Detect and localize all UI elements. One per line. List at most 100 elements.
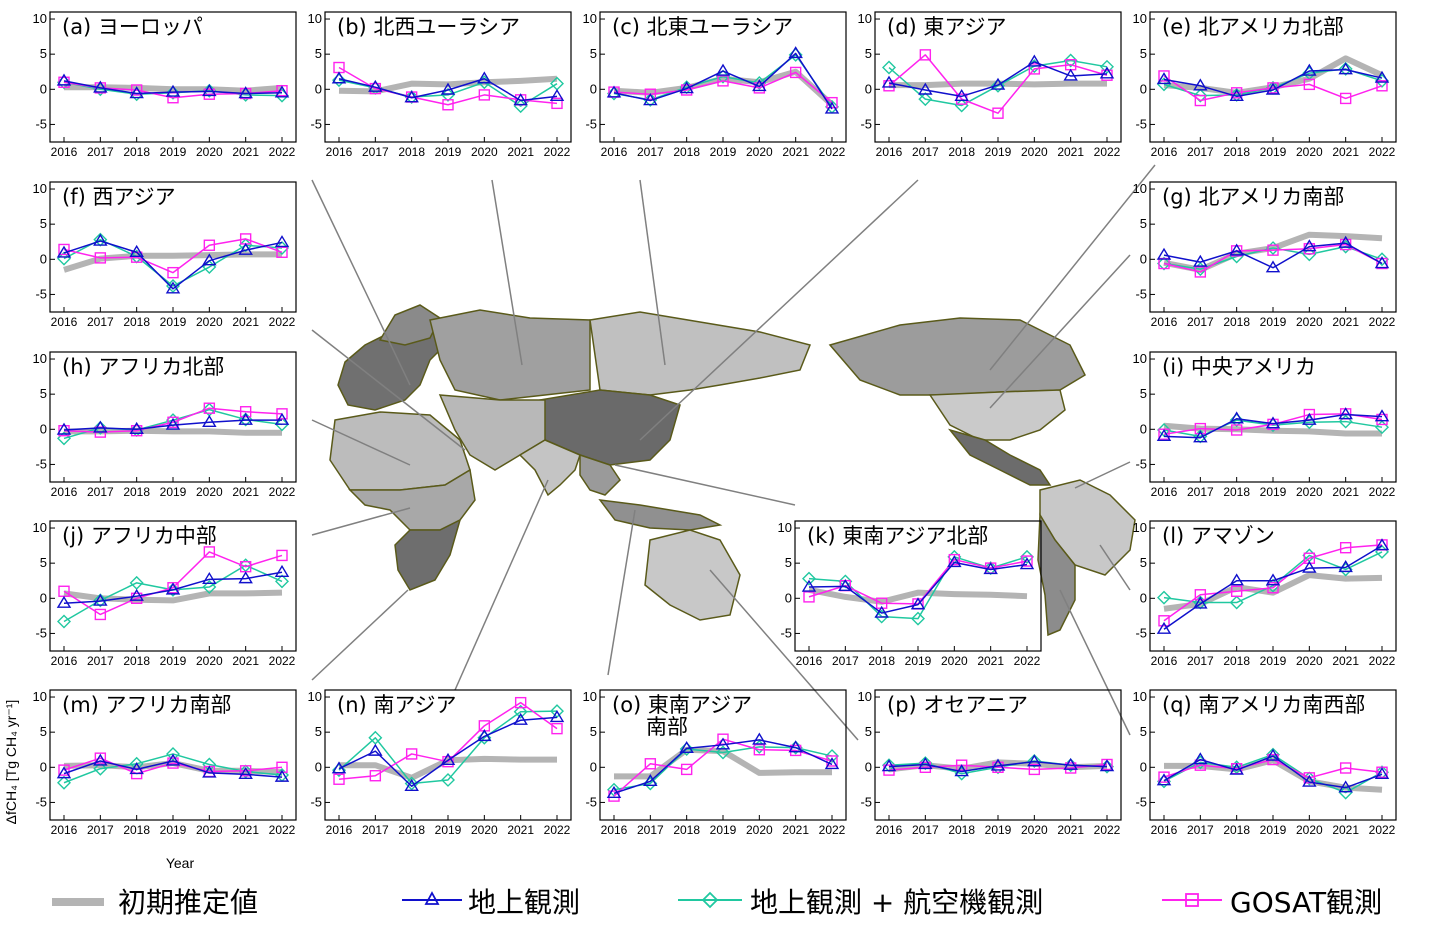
panel-title: (n) 南アジア bbox=[337, 693, 457, 717]
y-tick-label: 0 bbox=[40, 759, 47, 774]
leader-line-f bbox=[311, 329, 466, 451]
point-gosat bbox=[167, 416, 179, 428]
x-tick-label: 2022 bbox=[1094, 823, 1121, 837]
point-gosat bbox=[369, 770, 382, 782]
point-ground bbox=[440, 82, 456, 95]
point-ground-air bbox=[1338, 414, 1353, 429]
point-ground bbox=[165, 84, 181, 97]
point-gosat bbox=[1339, 762, 1352, 774]
point-ground bbox=[679, 740, 694, 754]
point-ground bbox=[788, 740, 803, 753]
point-ground-air bbox=[93, 593, 108, 608]
y-tick-label: 10 bbox=[1133, 11, 1147, 26]
x-tick-label: 2016 bbox=[326, 823, 353, 837]
panel-title: (e) 北アメリカ北部 bbox=[1162, 15, 1344, 39]
y-tick-label: 0 bbox=[40, 421, 47, 436]
x-tick-label: 2019 bbox=[160, 485, 187, 499]
x-tick-label: 2016 bbox=[51, 485, 78, 499]
point-ground bbox=[983, 562, 998, 575]
x-tick-label: 2022 bbox=[544, 823, 571, 837]
y-tick-label: 10 bbox=[33, 689, 47, 704]
x-tick-label: 2020 bbox=[196, 823, 223, 837]
x-tick-label: 2020 bbox=[1296, 485, 1323, 499]
point-gosat bbox=[826, 755, 838, 767]
y-tick-label: 5 bbox=[315, 46, 322, 61]
point-ground bbox=[1193, 430, 1208, 443]
y-tick-label: 5 bbox=[865, 724, 872, 739]
point-ground-air bbox=[1157, 774, 1171, 789]
y-tick-label: 0 bbox=[590, 81, 597, 96]
point-gosat bbox=[478, 89, 491, 101]
leader-line-n bbox=[454, 479, 549, 691]
x-tick-label: 2017 bbox=[637, 823, 664, 837]
point-gosat bbox=[1194, 589, 1207, 601]
leader-line-e bbox=[989, 164, 1156, 371]
point-gosat bbox=[644, 758, 657, 770]
point-ground-air bbox=[550, 704, 564, 719]
leader-line-m bbox=[311, 589, 409, 681]
panel-k: -5 0 5 10 2016 2017 2018 2019 2020 2021 2022 (k) 東南… bbox=[778, 520, 1042, 668]
point-ground-air bbox=[166, 85, 180, 100]
point-ground bbox=[202, 253, 217, 266]
point-gosat bbox=[1230, 87, 1243, 99]
x-tick-label: 2017 bbox=[1187, 654, 1214, 668]
panel-title: (l) アマゾン bbox=[1162, 524, 1275, 548]
point-ground-air bbox=[1100, 59, 1114, 74]
point-gosat bbox=[753, 744, 766, 756]
x-tick-label: 2018 bbox=[948, 145, 975, 159]
y-tick-label: 5 bbox=[40, 216, 47, 231]
point-ground-air bbox=[838, 574, 853, 589]
x-tick-label: 2020 bbox=[196, 485, 223, 499]
point-ground-air bbox=[57, 431, 71, 446]
x-tick-label: 2016 bbox=[796, 654, 823, 668]
x-tick-label: 2021 bbox=[232, 823, 259, 837]
map-region-africa-south bbox=[394, 518, 462, 591]
point-ground-air bbox=[1157, 77, 1171, 92]
panel-b: -5 0 5 10 2016 2017 2018 2019 2020 2021 2022 (b) 北西… bbox=[308, 11, 572, 159]
point-ground bbox=[368, 743, 383, 756]
series-line-ground bbox=[63, 419, 282, 431]
series-line-gosat bbox=[888, 54, 1108, 114]
y-tick-label: -5 bbox=[585, 116, 597, 131]
y-tick-label: 10 bbox=[33, 520, 47, 535]
point-gosat bbox=[167, 266, 179, 279]
point-ground bbox=[404, 90, 419, 103]
point-ground bbox=[874, 605, 889, 618]
x-tick-label: 2022 bbox=[819, 145, 846, 159]
point-ground bbox=[93, 233, 108, 246]
point-ground-air bbox=[166, 582, 180, 597]
y-tick-label: 10 bbox=[1133, 351, 1147, 366]
x-tick-label: 2016 bbox=[1151, 145, 1178, 159]
y-tick-label: -5 bbox=[35, 286, 47, 301]
x-tick-label: 2022 bbox=[819, 823, 846, 837]
x-tick-label: 2022 bbox=[269, 485, 296, 499]
point-ground bbox=[440, 752, 456, 765]
x-tick-label: 2017 bbox=[87, 315, 114, 329]
point-ground bbox=[918, 82, 933, 95]
point-ground bbox=[56, 73, 72, 86]
point-ground bbox=[238, 412, 253, 425]
y-tick-label: 0 bbox=[40, 590, 47, 605]
point-ground-air bbox=[166, 413, 180, 428]
point-ground bbox=[513, 93, 528, 106]
x-tick-label: 2017 bbox=[912, 823, 939, 837]
point-gosat bbox=[948, 553, 961, 566]
x-tick-label: 2018 bbox=[673, 145, 700, 159]
leader-line-p bbox=[709, 569, 859, 741]
point-ground-air bbox=[802, 571, 816, 586]
point-ground-air bbox=[1063, 53, 1078, 68]
x-tick-label: 2016 bbox=[51, 654, 78, 668]
y-tick-label: -5 bbox=[35, 625, 47, 640]
point-gosat bbox=[1339, 542, 1352, 554]
panel-title: (j) アフリカ中部 bbox=[62, 524, 217, 548]
point-ground bbox=[824, 101, 840, 114]
point-gosat bbox=[203, 239, 216, 251]
point-ground-air bbox=[1157, 256, 1171, 271]
x-tick-label: 2017 bbox=[362, 823, 389, 837]
panel-g: -5 0 5 10 2016 2017 2018 2019 2020 2021 2022 (g) 北ア… bbox=[1133, 181, 1397, 329]
series-line-ground bbox=[808, 561, 1028, 614]
y-tick-label: -5 bbox=[35, 456, 47, 471]
point-ground bbox=[202, 571, 217, 585]
point-gosat bbox=[644, 88, 657, 100]
point-ground bbox=[165, 582, 181, 595]
